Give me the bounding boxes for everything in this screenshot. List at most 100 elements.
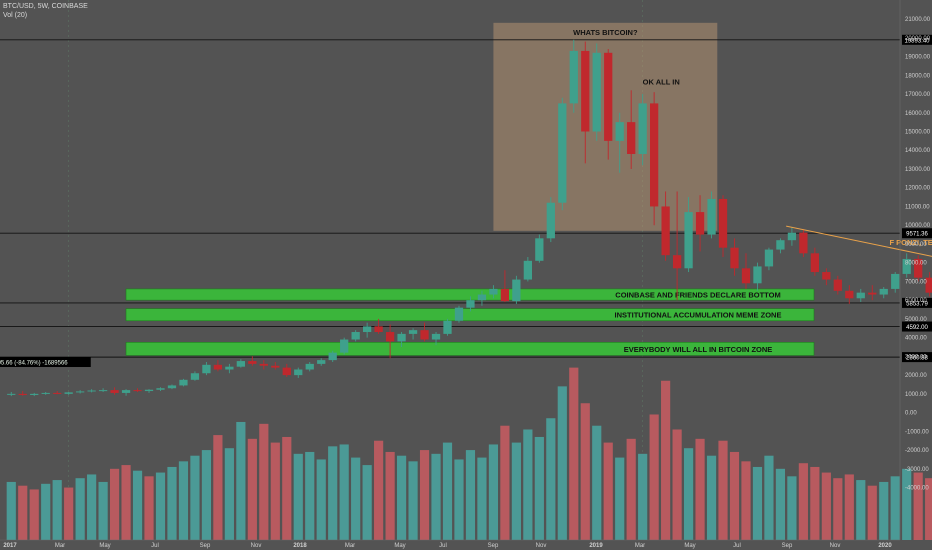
candle-body [799,232,808,254]
candle-body [914,258,923,278]
candle-body [810,253,819,273]
volume-bar [454,459,464,540]
level-tag [902,34,932,45]
candle-body [558,103,567,203]
volume-bar [867,485,877,540]
level-tag [902,321,932,332]
volume-bar [798,463,808,540]
candle-body [98,390,108,392]
volume-bar [649,414,659,540]
candle-body [718,198,728,248]
candle-body [110,390,119,393]
zone-band [125,342,815,356]
price-tick-label: -1000.00 [905,429,929,435]
candle-body [466,300,475,308]
candle-body [236,361,245,367]
trendline-layer [786,225,932,257]
annotation-label: F PONZI, TEAM BEAR [889,238,932,247]
symbol-label: BTC/USD, 5W, COINBASE [3,3,88,10]
volume-bar [374,440,384,540]
time-tick-label: 2018 [293,543,307,549]
time-tick-label: Nov [251,543,262,549]
volume-bar [500,425,510,540]
candle-body [363,326,372,333]
candle-body [41,392,50,394]
volume-bar [213,435,223,540]
candle-body [397,333,406,342]
price-tick-label: 10000.00 [905,223,931,229]
volume-bar [109,468,120,540]
candle-body [604,52,613,141]
price-tick-label: 19000.00 [905,55,931,61]
candle-body [351,332,360,340]
volume-bar [683,448,694,540]
time-tick-label: May [684,543,695,549]
price-tick-label: 2000.00 [905,373,927,379]
candle-body [64,392,73,394]
candle-body [615,122,624,141]
candle-body [408,330,418,334]
volume-bar [98,481,108,540]
candle-body [190,373,200,380]
time-axis: 2017 Mar May Jul Sep Nov 2018 Mar May Jul Sep Nov 20… [0,539,900,549]
volume-bar [580,403,590,540]
volume-bar [821,472,831,540]
candle-body [650,103,659,207]
candle-body [592,52,601,132]
candle-body [569,50,578,104]
price-tick-label: 9000.00 [905,242,927,248]
price-tick-label: 21000.00 [905,17,931,23]
trendline [786,225,932,257]
candle-body [248,361,257,364]
level-label: 19893.40 [904,38,930,44]
volume-bar [201,450,212,540]
candle-body [7,393,16,395]
price-tick-label: 7000.00 [905,279,927,285]
volume-bar [833,478,843,540]
price-tick-label: 20000.00 [905,36,931,42]
candle-body [695,212,705,235]
candle-body [856,292,865,299]
price-tick-label: 4000.00 [905,336,927,342]
candle-body [925,277,932,293]
price-tick-label: 12000.00 [905,186,931,192]
candle-body [340,339,349,353]
measure-box [0,357,91,368]
volume-bar [442,442,453,540]
candle-body [317,360,326,364]
volume-bar [718,440,728,540]
time-tick-label: Sep [488,543,499,549]
volume-bar [385,451,395,540]
candle-body [271,365,280,368]
candle-body [374,326,383,333]
candle-body [891,273,900,289]
volume-bar [87,474,97,540]
zone-layer: COINBASE AND FRIENDS DECLARE BOTTOM INSTI… [125,288,815,356]
candle-body [144,389,154,392]
candle-body [30,393,39,395]
candle-body [581,50,590,132]
time-tick-label: Jul [439,543,447,549]
volume-bar [247,438,257,540]
volume-bar [75,478,85,540]
zone-band [125,288,815,301]
time-tick-label: Sep [782,543,793,549]
volume-bar [764,455,774,540]
candle-body [454,307,464,321]
candle-body [225,366,234,370]
volume-bar [488,444,499,540]
candle-body [868,292,877,295]
volume-bar [408,461,418,540]
price-tick-label: -3000.00 [905,467,929,473]
price-tick-label: 15000.00 [905,130,931,136]
candle-body [259,363,268,366]
volume-bar [190,455,200,540]
volume-bar [879,481,889,540]
volume-bar [844,474,854,540]
volume-bar [144,476,154,540]
volume-bar [752,466,763,540]
time-tick-label: 2017 [3,543,17,549]
volume-bars [6,367,932,540]
chart-header: BTC/USD, 5W, COINBASE Vol (20) [3,2,88,20]
